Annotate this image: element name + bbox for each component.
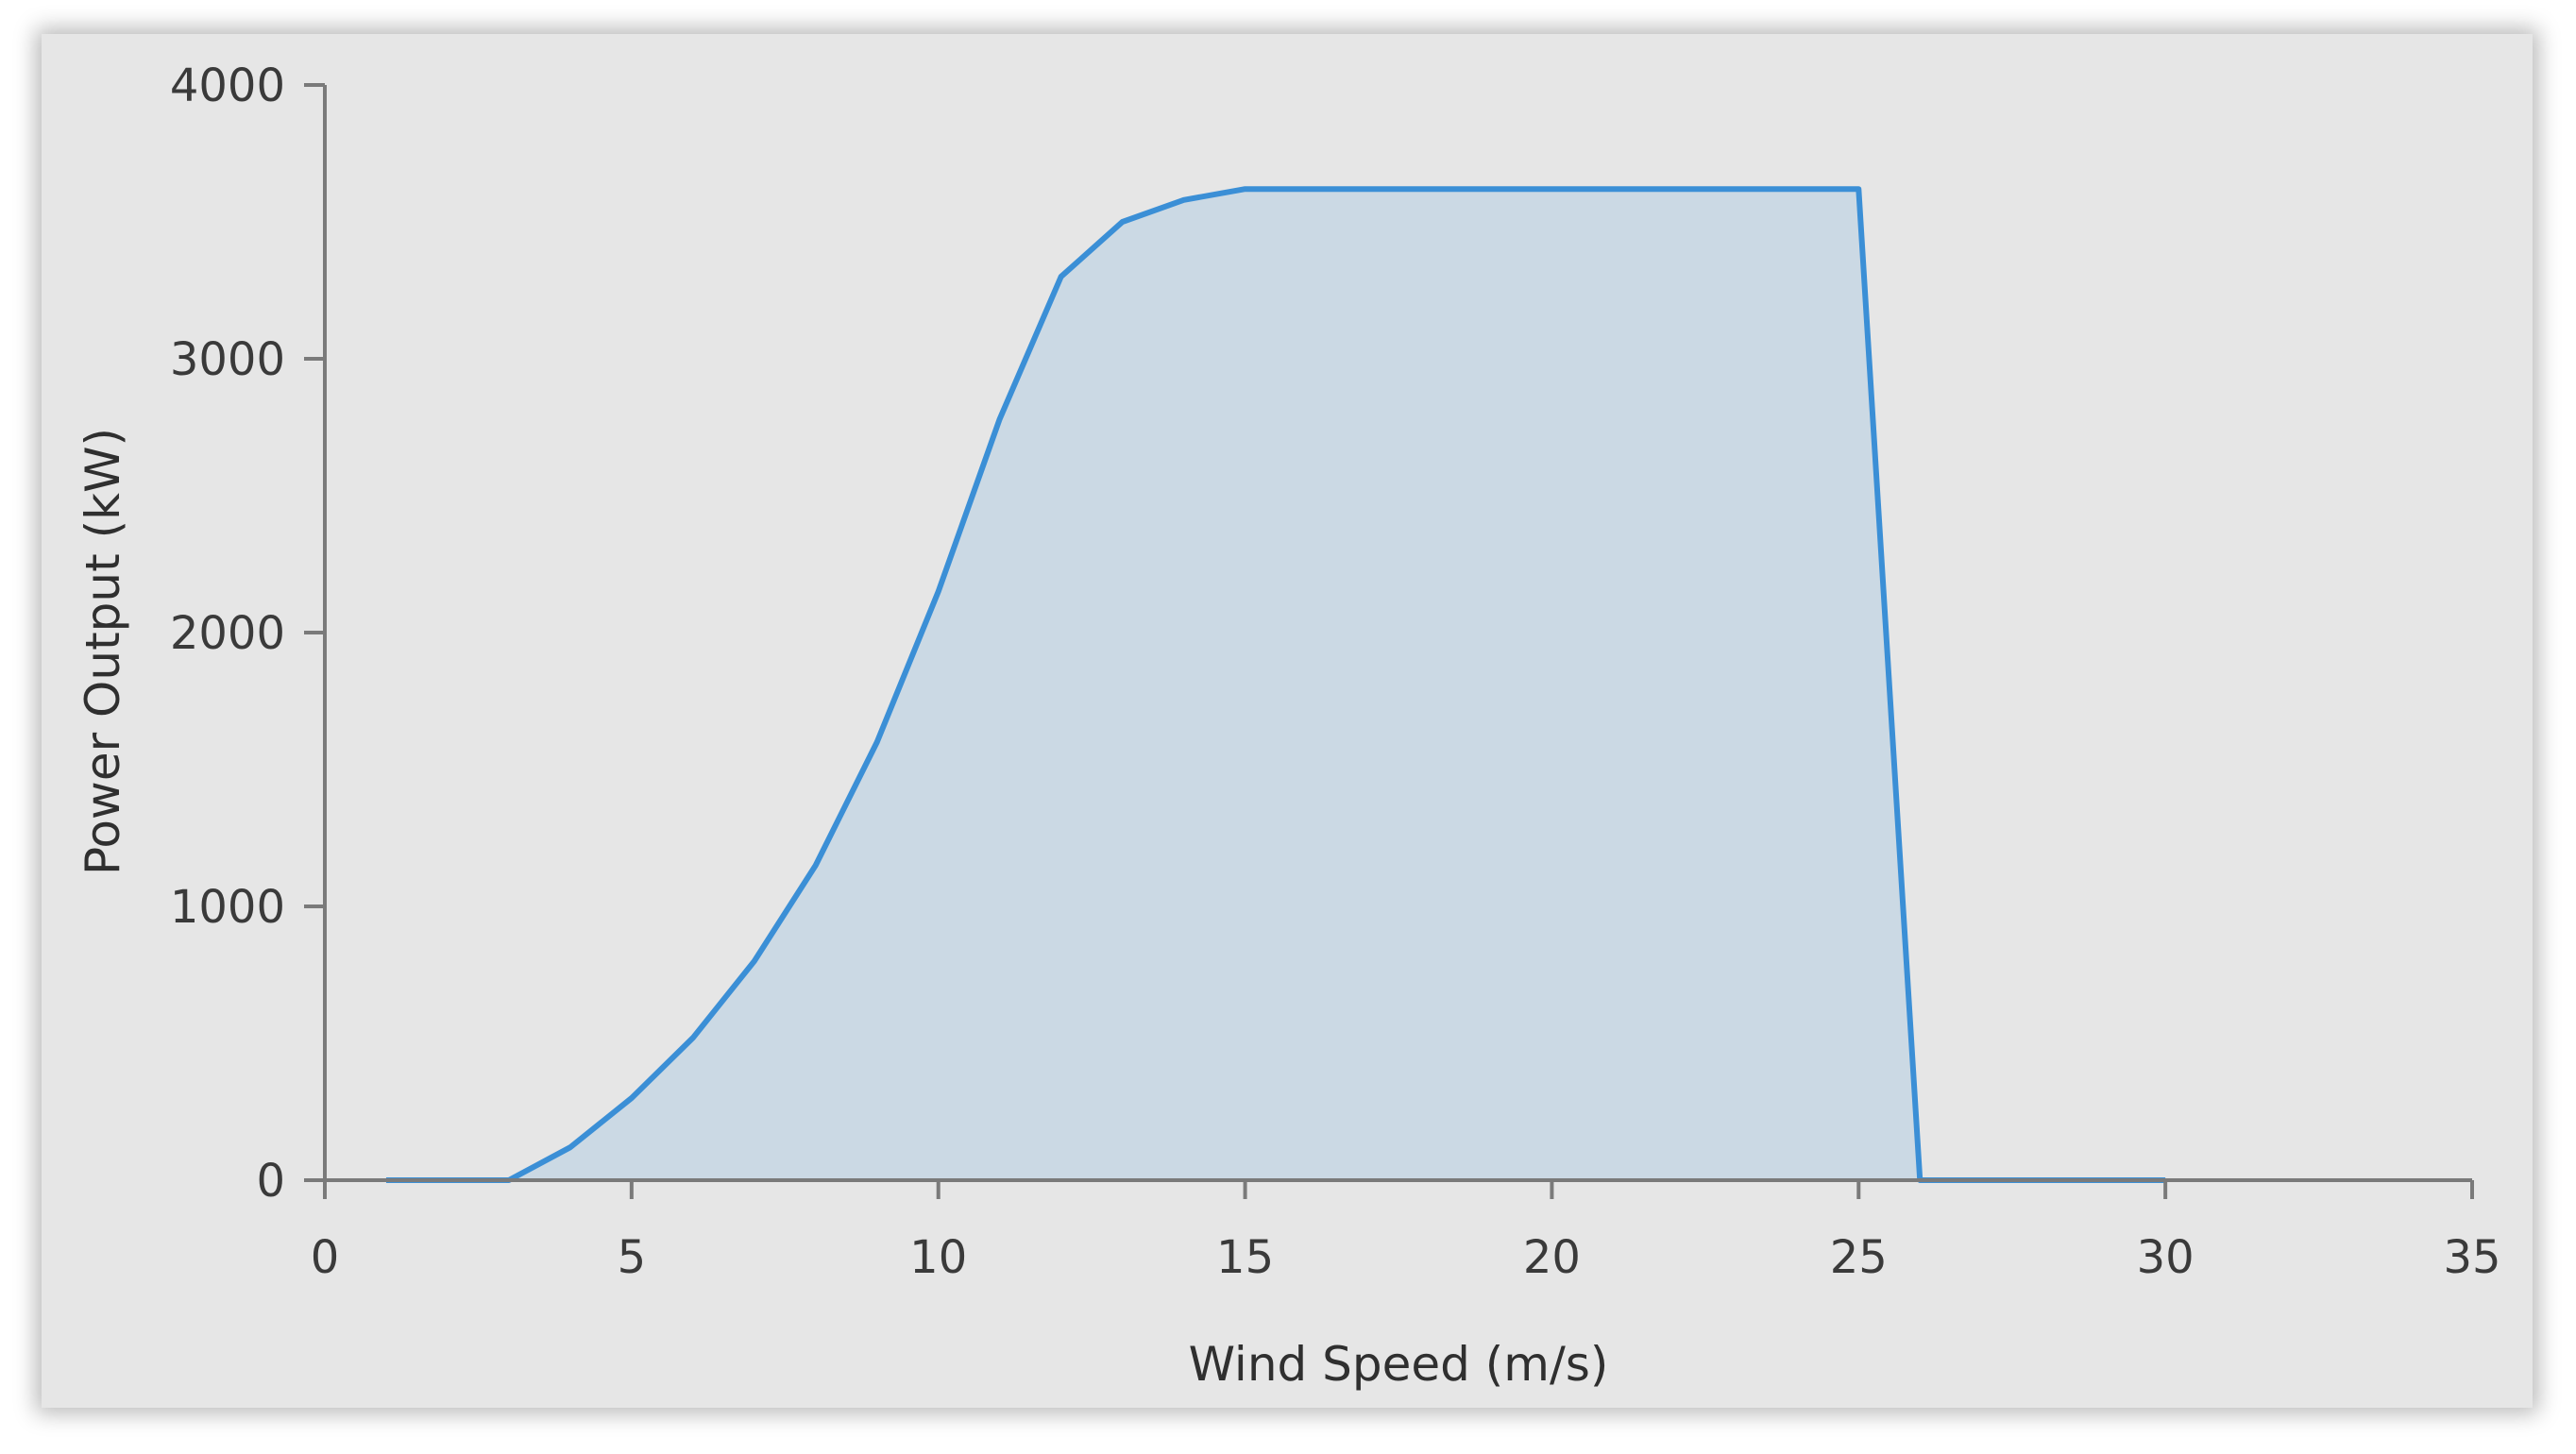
x-tick-label: 35 [2443,1231,2500,1284]
y-tick-label: 1000 [170,881,285,934]
x-tick-label: 25 [1830,1231,1888,1284]
plot-area [385,186,2166,1183]
series-area-fill [385,189,2166,1181]
x-tick-label: 10 [909,1231,967,1284]
ticks: 0 5 10 15 20 25 30 35 0 1000 2000 3000 4000 [170,59,2501,1284]
y-axis-title: Power Output (kW) [76,428,130,875]
y-tick-label: 3000 [170,333,285,386]
series-line [385,186,2166,1183]
x-axis-title: Wind Speed (m/s) [1189,1337,1609,1392]
x-tick-label: 0 [311,1231,340,1284]
x-tick-label: 30 [2137,1231,2195,1284]
y-tick-label: 0 [256,1155,285,1208]
y-tick-label: 2000 [170,607,285,660]
y-tick-label: 4000 [170,59,285,112]
x-tick-label: 15 [1216,1231,1274,1284]
x-tick-label: 5 [618,1231,647,1284]
x-tick-label: 20 [1523,1231,1581,1284]
